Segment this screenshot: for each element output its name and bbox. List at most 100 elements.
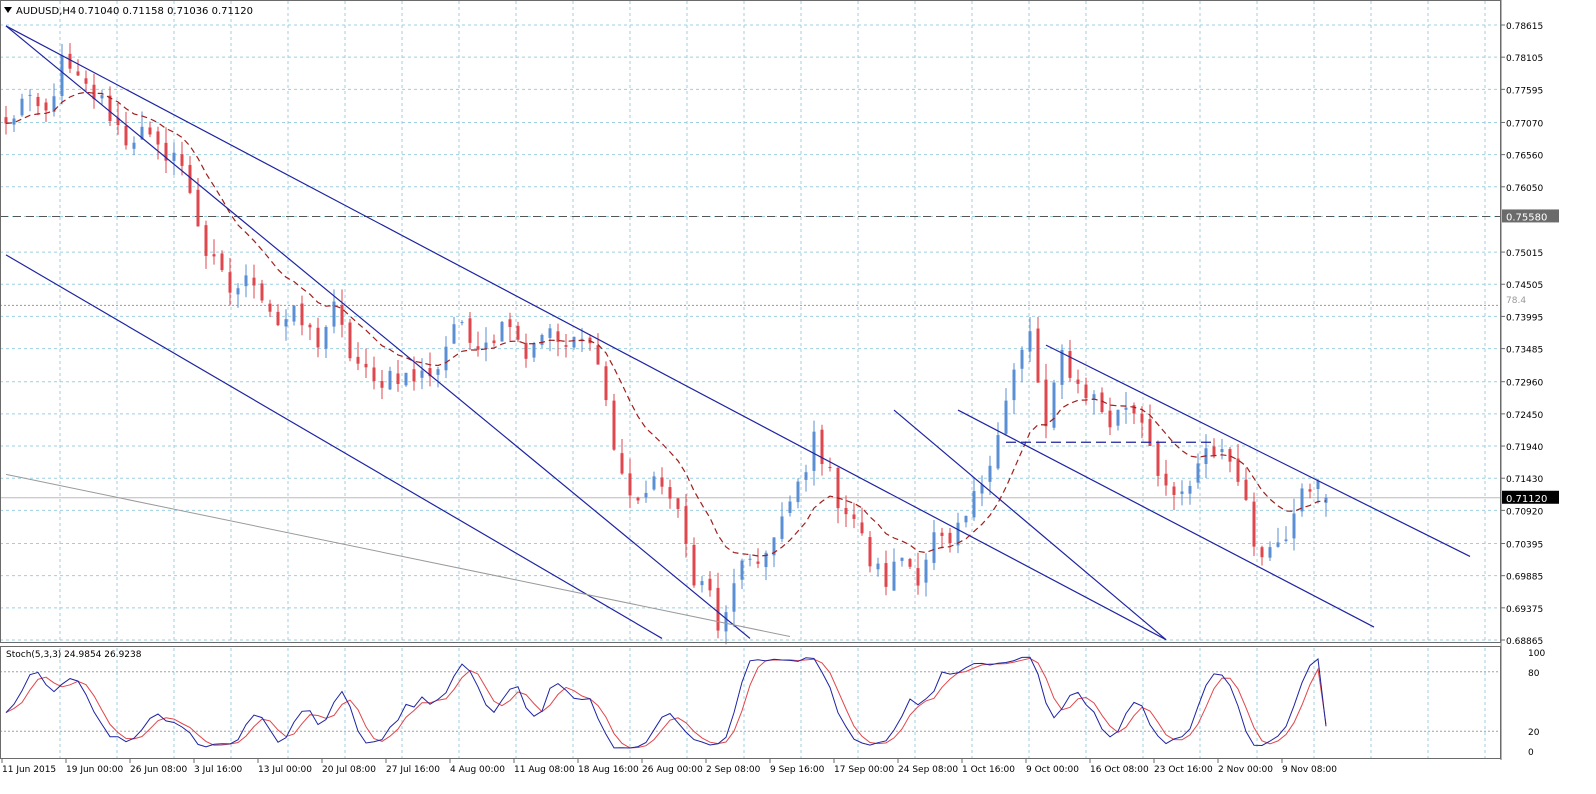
candle[interactable] xyxy=(204,220,208,269)
candle[interactable] xyxy=(532,341,536,362)
candle[interactable] xyxy=(708,571,712,597)
candle[interactable] xyxy=(196,178,200,227)
candle[interactable] xyxy=(356,342,360,371)
candle[interactable] xyxy=(804,464,808,492)
candle[interactable] xyxy=(980,475,984,507)
candle[interactable] xyxy=(300,295,304,336)
candle[interactable] xyxy=(1164,459,1168,496)
candle[interactable] xyxy=(1124,391,1128,424)
price-axis[interactable]: 0.78615 0.78105 0.77595 0.77070 0.76560 0.760… xyxy=(1500,0,1543,760)
candle[interactable] xyxy=(1148,404,1152,447)
candle[interactable] xyxy=(652,471,656,491)
candle[interactable] xyxy=(228,257,232,306)
candle[interactable] xyxy=(4,105,8,135)
candle[interactable] xyxy=(1188,480,1192,505)
candle[interactable] xyxy=(516,321,520,343)
candle[interactable] xyxy=(1324,494,1328,517)
candle[interactable] xyxy=(612,393,616,451)
candle[interactable] xyxy=(636,496,640,505)
candle[interactable] xyxy=(740,558,744,590)
candle[interactable] xyxy=(1140,406,1144,439)
candle[interactable] xyxy=(972,477,976,521)
candle[interactable] xyxy=(36,93,40,116)
candle[interactable] xyxy=(1292,498,1296,551)
candle[interactable] xyxy=(420,358,424,390)
candle[interactable] xyxy=(732,568,736,627)
trend-line-small-upper[interactable] xyxy=(1045,344,1471,557)
candle[interactable] xyxy=(692,537,696,588)
candle[interactable] xyxy=(1116,409,1120,431)
candle[interactable] xyxy=(660,467,664,495)
candle[interactable] xyxy=(388,366,392,391)
candle[interactable] xyxy=(916,552,920,595)
candle[interactable] xyxy=(260,279,264,303)
candle[interactable] xyxy=(884,550,888,596)
candle[interactable] xyxy=(676,497,680,518)
candle[interactable] xyxy=(716,572,720,639)
candle[interactable] xyxy=(132,136,136,156)
candle[interactable] xyxy=(596,333,600,365)
candle[interactable] xyxy=(84,70,88,92)
trend-line-small-lower[interactable] xyxy=(957,409,1375,628)
candle[interactable] xyxy=(844,495,848,528)
candle[interactable] xyxy=(244,264,248,298)
candle[interactable] xyxy=(1196,453,1200,489)
candle[interactable] xyxy=(436,367,440,388)
candle[interactable] xyxy=(452,316,456,345)
candle[interactable] xyxy=(564,334,568,358)
candle[interactable] xyxy=(164,127,168,174)
candle[interactable] xyxy=(28,89,32,112)
candle[interactable] xyxy=(956,512,960,554)
candle[interactable] xyxy=(1308,483,1312,499)
candle[interactable] xyxy=(396,360,400,392)
candle[interactable] xyxy=(492,334,496,347)
candle[interactable] xyxy=(284,309,288,341)
candle[interactable] xyxy=(820,424,824,476)
candle[interactable] xyxy=(668,479,672,509)
candle[interactable] xyxy=(1260,545,1264,566)
candle[interactable] xyxy=(1068,339,1072,382)
candle[interactable] xyxy=(1252,492,1256,557)
candle[interactable] xyxy=(868,531,872,573)
candle[interactable] xyxy=(340,289,344,338)
candlestick-series[interactable] xyxy=(4,43,1328,645)
candle[interactable] xyxy=(500,320,504,342)
candle[interactable] xyxy=(44,98,48,122)
candle[interactable] xyxy=(908,557,912,569)
candle[interactable] xyxy=(124,111,128,150)
candle[interactable] xyxy=(444,336,448,379)
candle[interactable] xyxy=(92,73,96,109)
collapse-triangle-icon[interactable] xyxy=(4,7,12,13)
candle[interactable] xyxy=(892,548,896,591)
candle[interactable] xyxy=(828,457,832,472)
candle[interactable] xyxy=(20,93,24,117)
candle[interactable] xyxy=(620,438,624,475)
candle[interactable] xyxy=(100,89,104,106)
candle[interactable] xyxy=(644,480,648,503)
candle[interactable] xyxy=(468,311,472,350)
candle[interactable] xyxy=(1212,438,1216,459)
candle[interactable] xyxy=(1044,363,1048,439)
candle[interactable] xyxy=(268,299,272,318)
candle[interactable] xyxy=(548,323,552,352)
trend-line-upper[interactable] xyxy=(5,25,751,639)
moving-average-line[interactable] xyxy=(5,91,1327,557)
candle[interactable] xyxy=(108,86,112,126)
candle[interactable] xyxy=(68,43,72,73)
candle[interactable] xyxy=(836,467,840,524)
trend-line-upper-mid[interactable] xyxy=(5,25,1167,641)
candle[interactable] xyxy=(1172,481,1176,511)
trend-line-lower[interactable] xyxy=(5,254,663,639)
candle[interactable] xyxy=(1132,402,1136,424)
candle[interactable] xyxy=(796,478,800,509)
candle[interactable] xyxy=(1316,478,1320,504)
candle[interactable] xyxy=(148,121,152,138)
candle[interactable] xyxy=(188,156,192,195)
candle[interactable] xyxy=(756,548,760,569)
candle[interactable] xyxy=(380,369,384,400)
candle[interactable] xyxy=(76,59,80,76)
candle[interactable] xyxy=(1300,483,1304,517)
candle[interactable] xyxy=(308,322,312,341)
candle[interactable] xyxy=(236,283,240,308)
